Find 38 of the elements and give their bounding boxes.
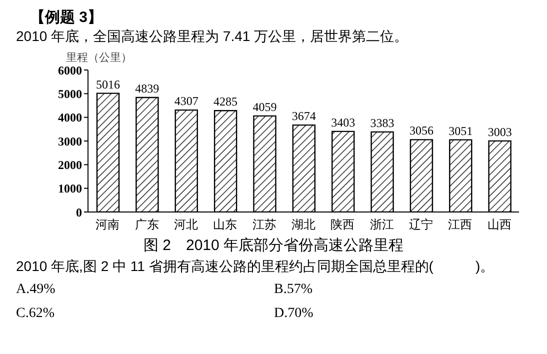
x-tick-label: 山西 [487,218,512,232]
y-tick-label: 6000 [58,63,82,78]
chart-subtitle: 2010 年底，全国高速公路里程为 7.41 万公里，居世界第二位。 [15,28,410,46]
data-label: 3003 [488,124,512,139]
x-tick-label: 江西 [448,218,472,232]
x-tick-label: 山东 [213,218,238,232]
x-tick-label: 湖北 [292,218,316,232]
data-label: 3056 [409,124,434,138]
data-label: 4059 [252,100,277,114]
data-label: 3674 [292,109,316,124]
y-tick-label: 1000 [58,182,82,196]
x-tick-label: 广东 [134,218,159,232]
x-tick-label: 浙江 [370,218,394,232]
y-tick-label: 5000 [58,86,82,101]
x-tick-label: 辽宁 [409,218,434,232]
data-label: 3051 [448,124,473,138]
text: B.57% [274,282,314,298]
x-tick-label: 河北 [174,218,198,232]
data-label: 3403 [331,115,356,130]
text: C.62% [16,306,56,322]
x-tick-label: 陕西 [330,218,355,232]
chart-title: 【例题 3】 [29,8,104,28]
y-tick-label: 3000 [58,134,82,148]
y-tick-label: 4000 [58,110,82,125]
data-label: 4285 [214,94,238,109]
data-label: 4839 [135,81,160,96]
text: 2010 年底,图 2 中 11 省拥有高速公路的里程约占同期全国总里程的( )。 [15,258,496,276]
x-tick-label: 河南 [96,218,120,232]
x-tick-label: 江苏 [252,218,276,232]
y-axis-title: 里程（公里） [65,51,133,64]
y-tick-label: 2000 [58,158,82,172]
data-label: 4307 [174,94,198,108]
caption: 图 2 2010 年底部分省份高速公路里程 [142,236,405,256]
y-tick-label: 0 [76,205,82,220]
text: A.49% [16,282,56,298]
data-label: 3383 [370,116,394,130]
text: D.70% [274,306,314,322]
data-label: 5016 [96,77,120,92]
